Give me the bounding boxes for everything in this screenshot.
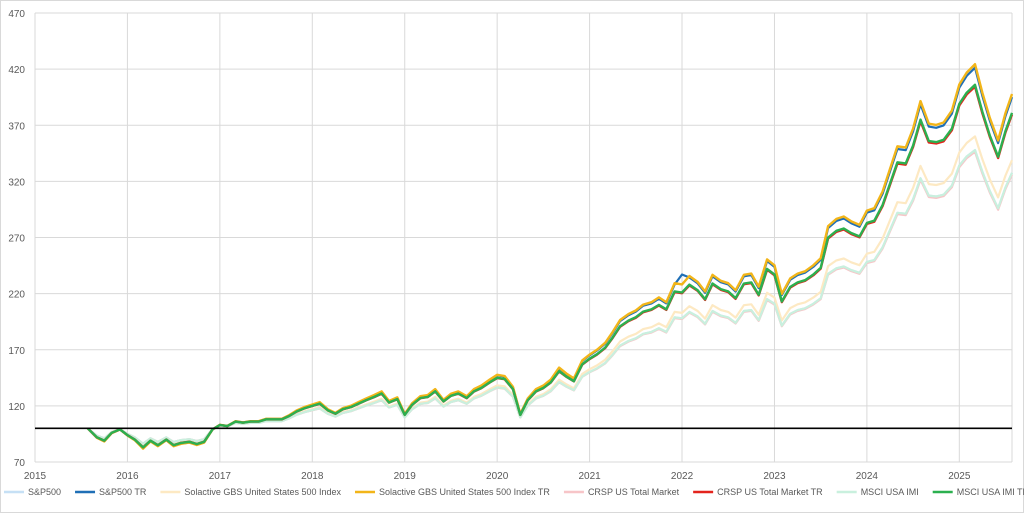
- y-tick-label: 270: [8, 234, 25, 245]
- grid-lines: [34, 12, 1013, 463]
- y-tick-label: 420: [8, 65, 25, 76]
- legend-label: MSCI USA IMI: [861, 487, 919, 497]
- y-tick-label: 220: [8, 290, 25, 301]
- x-tick-label: 2017: [209, 471, 232, 482]
- series-line-7: [86, 83, 1014, 449]
- legend-label: Solactive GBS United States 500 Index: [184, 487, 341, 497]
- legend-label: CRSP US Total Market TR: [717, 487, 823, 497]
- x-axis-tick-labels: 2015 2016 2017 2018 2019 2020 2021 2022 2023 2024…: [24, 471, 971, 482]
- y-tick-label: 370: [8, 121, 25, 132]
- x-tick-label: 2025: [948, 471, 971, 482]
- legend-label: S&P500: [28, 487, 61, 497]
- legend-label: MSCI USA IMI TR: [957, 487, 1024, 497]
- y-tick-label: 120: [8, 402, 25, 413]
- series-lines: [86, 63, 1014, 450]
- x-tick-label: 2016: [116, 471, 139, 482]
- x-tick-label: 2022: [671, 471, 694, 482]
- y-tick-label: 470: [8, 9, 25, 20]
- x-tick-label: 2019: [394, 471, 417, 482]
- legend-label: Solactive GBS United States 500 Index TR: [379, 487, 550, 497]
- x-tick-label: 2018: [301, 471, 324, 482]
- x-tick-label: 2015: [24, 471, 47, 482]
- x-tick-label: 2024: [856, 471, 879, 482]
- y-tick-label: 170: [8, 346, 25, 357]
- y-tick-label: 70: [14, 458, 26, 469]
- legend: S&P500 S&P500 TR Solactive GBS United Stat…: [4, 487, 1024, 497]
- legend-label: CRSP US Total Market: [588, 487, 680, 497]
- x-tick-label: 2020: [486, 471, 509, 482]
- y-tick-label: 320: [8, 177, 25, 188]
- x-tick-label: 2023: [763, 471, 786, 482]
- x-tick-label: 2021: [578, 471, 601, 482]
- y-axis-tick-labels: 70 120 170 220 270 320 370 420 470: [8, 9, 25, 469]
- legend-label: S&P500 TR: [99, 487, 147, 497]
